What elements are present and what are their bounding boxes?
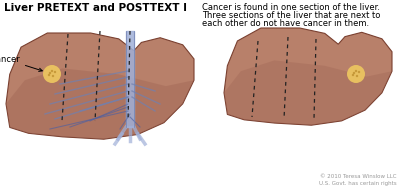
Circle shape [52, 68, 58, 74]
Circle shape [49, 75, 53, 79]
Text: Liver PRETEXT and POSTTEXT I: Liver PRETEXT and POSTTEXT I [4, 3, 187, 13]
Text: Cancer is found in one section of the liver.: Cancer is found in one section of the li… [202, 3, 380, 12]
Text: © 2010 Teresa Winslow LLC
U.S. Govt. has certain rights: © 2010 Teresa Winslow LLC U.S. Govt. has… [319, 174, 397, 186]
Polygon shape [224, 60, 392, 125]
Circle shape [352, 74, 354, 76]
Circle shape [353, 72, 355, 74]
Polygon shape [6, 33, 194, 139]
Circle shape [51, 73, 57, 79]
Circle shape [48, 74, 50, 76]
Circle shape [358, 71, 360, 73]
Circle shape [356, 75, 358, 77]
Circle shape [355, 73, 361, 79]
Circle shape [51, 70, 53, 72]
Polygon shape [126, 31, 134, 127]
Circle shape [54, 71, 56, 73]
Circle shape [352, 70, 360, 78]
Polygon shape [224, 28, 392, 125]
Polygon shape [6, 68, 194, 139]
Circle shape [48, 70, 56, 78]
Circle shape [350, 68, 356, 75]
Circle shape [46, 68, 52, 75]
Text: each other do not have cancer in them.: each other do not have cancer in them. [202, 19, 369, 28]
Text: Three sections of the liver that are next to: Three sections of the liver that are nex… [202, 11, 380, 20]
Circle shape [353, 75, 357, 79]
Circle shape [356, 68, 362, 74]
Circle shape [347, 65, 365, 83]
Circle shape [355, 70, 357, 72]
Text: Cancer: Cancer [0, 54, 42, 71]
Circle shape [49, 72, 51, 74]
Circle shape [43, 65, 61, 83]
Circle shape [52, 75, 54, 77]
